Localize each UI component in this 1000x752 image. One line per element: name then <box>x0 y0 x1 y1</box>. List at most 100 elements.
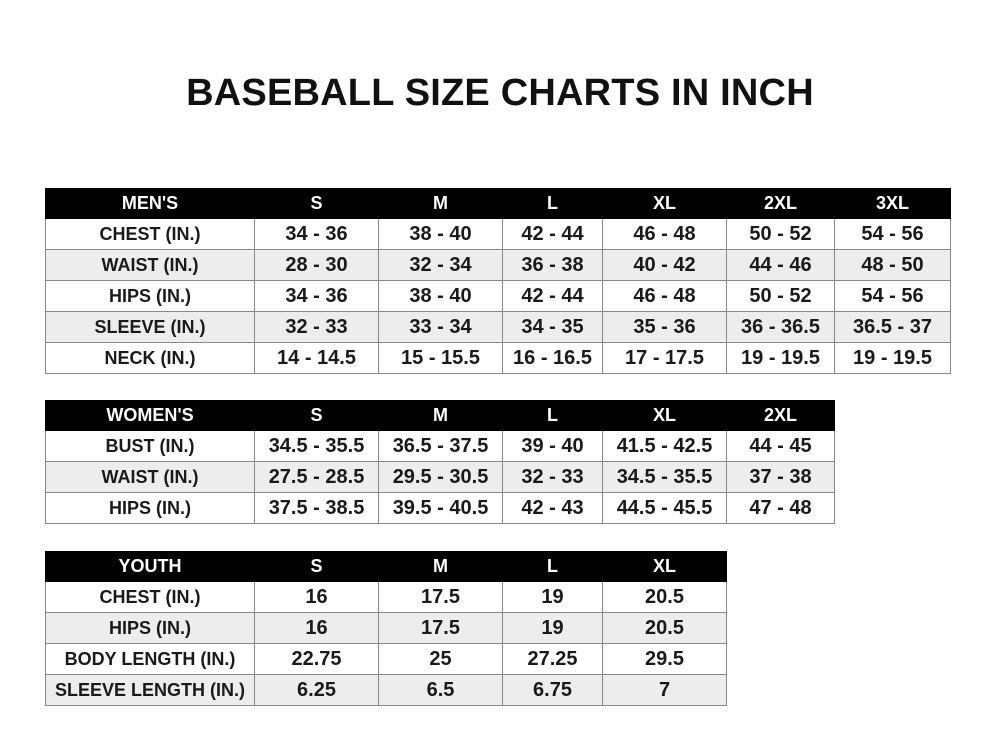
table-row: SLEEVE (IN.) 32 - 33 33 - 34 34 - 35 35 - 36… <box>45 311 951 343</box>
size-value: 36 - 36.5 <box>726 311 835 343</box>
size-value: 29.5 - 30.5 <box>378 461 503 493</box>
size-value: 47 - 48 <box>726 492 835 524</box>
measurement-label: BUST (IN.) <box>45 430 255 462</box>
table-row: WAIST (IN.) 27.5 - 28.5 29.5 - 30.5 32 - 33… <box>45 461 835 493</box>
table-row: CHEST (IN.) 34 - 36 38 - 40 42 - 44 46 - 48 5… <box>45 218 951 250</box>
size-value: 16 - 16.5 <box>502 342 603 374</box>
measurement-label: CHEST (IN.) <box>45 218 255 250</box>
size-value: 34 - 36 <box>254 280 379 312</box>
size-value: 54 - 56 <box>834 218 951 250</box>
table-row: WAIST (IN.) 28 - 30 32 - 34 36 - 38 40 - 42 4… <box>45 249 951 281</box>
table-row: BODY LENGTH (IN.) 22.75 25 27.25 29.5 <box>45 643 727 675</box>
size-value: 16 <box>254 581 379 613</box>
size-column-header: S <box>254 400 379 431</box>
size-value: 36.5 - 37.5 <box>378 430 503 462</box>
measurement-label: HIPS (IN.) <box>45 612 255 644</box>
size-value: 38 - 40 <box>378 280 503 312</box>
table-row: HIPS (IN.) 16 17.5 19 20.5 <box>45 612 727 644</box>
size-value: 42 - 44 <box>502 280 603 312</box>
size-value: 20.5 <box>602 581 727 613</box>
table-row: BUST (IN.) 34.5 - 35.5 36.5 - 37.5 39 - 40 4… <box>45 430 835 462</box>
size-column-header: L <box>502 551 603 582</box>
size-value: 44 - 46 <box>726 249 835 281</box>
size-value: 32 - 34 <box>378 249 503 281</box>
size-column-header: 2XL <box>726 188 835 219</box>
size-value: 54 - 56 <box>834 280 951 312</box>
measurement-label: WAIST (IN.) <box>45 461 255 493</box>
table-row: SLEEVE LENGTH (IN.) 6.25 6.5 6.75 7 <box>45 674 727 706</box>
size-value: 16 <box>254 612 379 644</box>
size-value: 48 - 50 <box>834 249 951 281</box>
size-value: 7 <box>602 674 727 706</box>
size-value: 40 - 42 <box>602 249 727 281</box>
table-category-header: MEN'S <box>45 188 255 219</box>
size-column-header: M <box>378 551 503 582</box>
size-value: 37.5 - 38.5 <box>254 492 379 524</box>
measurement-label: WAIST (IN.) <box>45 249 255 281</box>
measurement-label: HIPS (IN.) <box>45 492 255 524</box>
size-value: 34 - 35 <box>502 311 603 343</box>
measurement-label: CHEST (IN.) <box>45 581 255 613</box>
header-row: WOMEN'S S M L XL 2XL <box>45 400 835 431</box>
size-column-header: XL <box>602 551 727 582</box>
size-value: 17.5 <box>378 612 503 644</box>
size-value: 17.5 <box>378 581 503 613</box>
size-column-header: 2XL <box>726 400 835 431</box>
size-value: 15 - 15.5 <box>378 342 503 374</box>
measurement-label: SLEEVE (IN.) <box>45 311 255 343</box>
size-value: 44.5 - 45.5 <box>602 492 727 524</box>
size-value: 39 - 40 <box>502 430 603 462</box>
size-value: 28 - 30 <box>254 249 379 281</box>
size-value: 44 - 45 <box>726 430 835 462</box>
size-column-header: S <box>254 551 379 582</box>
size-column-header: L <box>502 188 603 219</box>
size-value: 34.5 - 35.5 <box>602 461 727 493</box>
size-value: 27.5 - 28.5 <box>254 461 379 493</box>
size-value: 29.5 <box>602 643 727 675</box>
size-value: 36.5 - 37 <box>834 311 951 343</box>
header-row: MEN'S S M L XL 2XL 3XL <box>45 188 951 219</box>
size-value: 19 - 19.5 <box>834 342 951 374</box>
youth-size-table: YOUTH S M L XL CHEST (IN.) 16 17.5 19 20.5 HIPS (I… <box>45 551 727 706</box>
size-value: 38 - 40 <box>378 218 503 250</box>
page-title: BASEBALL SIZE CHARTS IN INCH <box>186 72 814 114</box>
size-value: 25 <box>378 643 503 675</box>
table-category-header: YOUTH <box>45 551 255 582</box>
table-category-header: WOMEN'S <box>45 400 255 431</box>
size-value: 6.75 <box>502 674 603 706</box>
table-row: NECK (IN.) 14 - 14.5 15 - 15.5 16 - 16.5 17 … <box>45 342 951 374</box>
measurement-label: BODY LENGTH (IN.) <box>45 643 255 675</box>
size-value: 17 - 17.5 <box>602 342 727 374</box>
size-value: 33 - 34 <box>378 311 503 343</box>
size-column-header: M <box>378 188 503 219</box>
size-value: 32 - 33 <box>254 311 379 343</box>
size-value: 27.25 <box>502 643 603 675</box>
size-value: 6.25 <box>254 674 379 706</box>
size-value: 22.75 <box>254 643 379 675</box>
size-value: 19 - 19.5 <box>726 342 835 374</box>
size-value: 50 - 52 <box>726 218 835 250</box>
header-row: YOUTH S M L XL <box>45 551 727 582</box>
size-column-header: L <box>502 400 603 431</box>
size-value: 42 - 44 <box>502 218 603 250</box>
table-row: CHEST (IN.) 16 17.5 19 20.5 <box>45 581 727 613</box>
women-size-table: WOMEN'S S M L XL 2XL BUST (IN.) 34.5 - 35.5 36.5… <box>45 400 835 524</box>
measurement-label: NECK (IN.) <box>45 342 255 374</box>
size-value: 14 - 14.5 <box>254 342 379 374</box>
size-value: 39.5 - 40.5 <box>378 492 503 524</box>
size-value: 19 <box>502 612 603 644</box>
men-size-table: MEN'S S M L XL 2XL 3XL CHEST (IN.) 34 - 36 38 - 4… <box>45 188 951 374</box>
measurement-label: HIPS (IN.) <box>45 280 255 312</box>
size-value: 20.5 <box>602 612 727 644</box>
measurement-label: SLEEVE LENGTH (IN.) <box>45 674 255 706</box>
size-value: 35 - 36 <box>602 311 727 343</box>
size-value: 42 - 43 <box>502 492 603 524</box>
size-column-header: XL <box>602 400 727 431</box>
size-column-header: XL <box>602 188 727 219</box>
size-value: 37 - 38 <box>726 461 835 493</box>
size-column-header: M <box>378 400 503 431</box>
size-value: 41.5 - 42.5 <box>602 430 727 462</box>
size-value: 46 - 48 <box>602 218 727 250</box>
size-value: 46 - 48 <box>602 280 727 312</box>
table-row: HIPS (IN.) 37.5 - 38.5 39.5 - 40.5 42 - 43 4… <box>45 492 835 524</box>
